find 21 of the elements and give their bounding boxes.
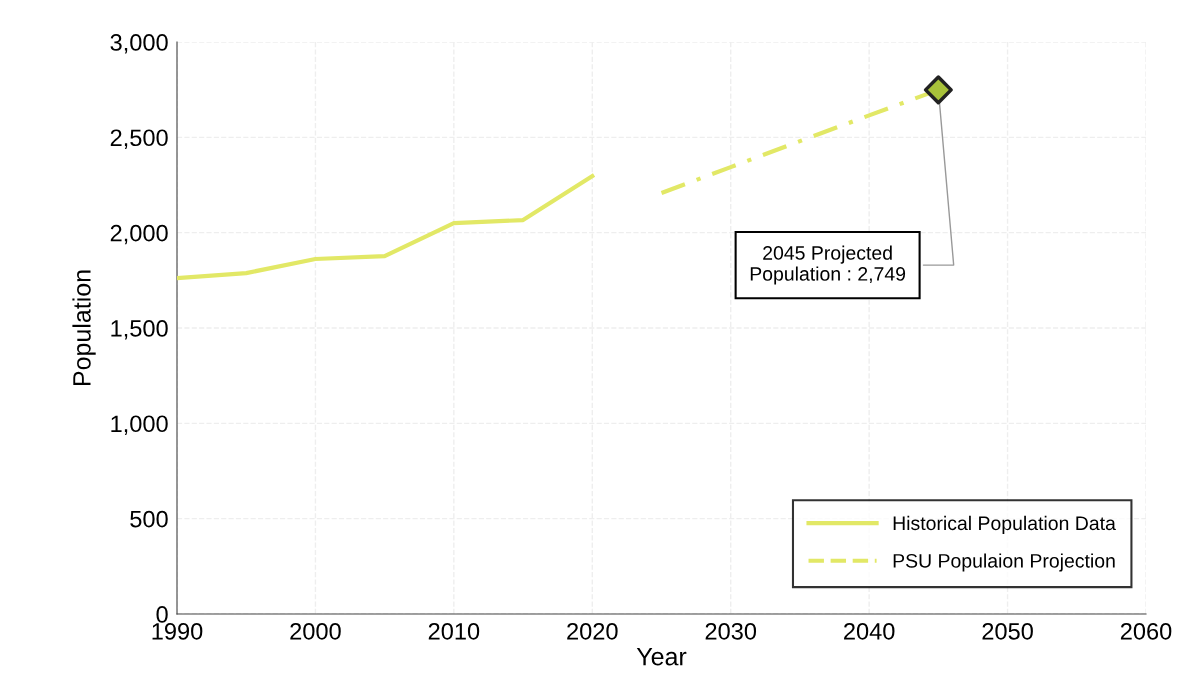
y-tick-label: 2,500 — [110, 129, 168, 149]
x-tick-label: 2060 — [1120, 622, 1172, 640]
line-series — [177, 173, 595, 281]
x-axis-title: Year — [636, 648, 687, 666]
legend-label: Historical Population Data — [893, 515, 1116, 534]
y-tick-label: 1,500 — [111, 320, 168, 340]
x-tick-label: 1990 — [152, 622, 203, 640]
legend-label: PSU Populaion Projection — [893, 553, 1115, 572]
y-axis-title: Population — [72, 270, 96, 386]
x-tick-label: 2030 — [705, 622, 757, 640]
x-tick-label: 2020 — [567, 622, 618, 640]
y-tick-label: 500 — [130, 510, 168, 528]
x-tick-label: 2010 — [428, 622, 480, 640]
x-tick-label: 2000 — [290, 622, 341, 640]
annotation: 2045 Projected Population : 2,749 — [750, 245, 906, 285]
x-tick-label: 2050 — [982, 622, 1033, 640]
y-tick-label: 3,000 — [110, 34, 168, 54]
x-tick-label: 2040 — [844, 622, 895, 640]
y-tick-label: 2,000 — [110, 224, 168, 245]
y-tick-label: 0 — [156, 606, 168, 623]
y-tick-label: 1,000 — [111, 415, 168, 435]
